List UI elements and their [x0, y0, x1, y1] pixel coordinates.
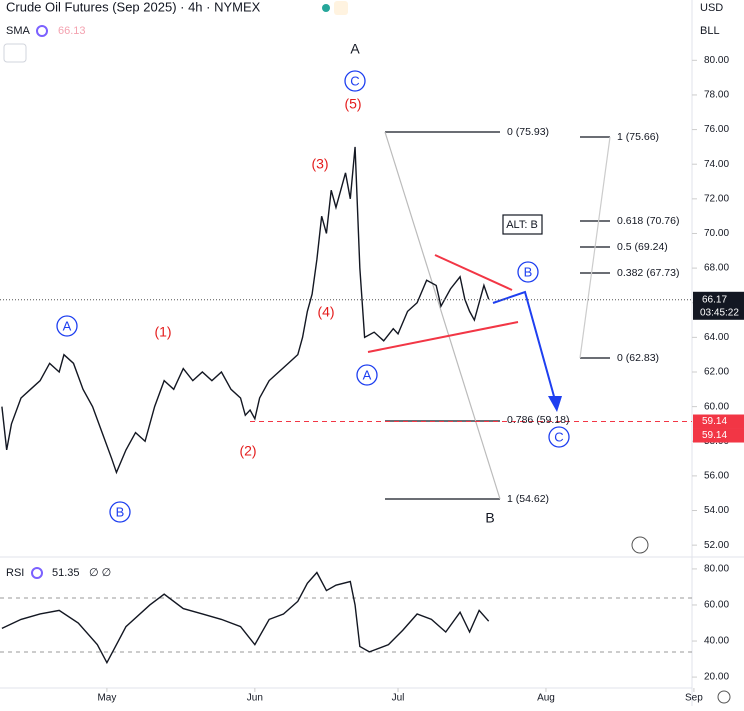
- replay-icon[interactable]: [631, 536, 649, 554]
- wave-circle: [344, 70, 366, 92]
- y-tick-label: 64.00: [704, 332, 729, 343]
- wave-label: (1): [154, 324, 171, 340]
- price-tag: [693, 291, 744, 320]
- y-tick-label: 62.00: [704, 367, 729, 378]
- countdown: 03:45:22: [700, 307, 739, 318]
- y-tick-label: 74.00: [704, 159, 729, 170]
- target-tag: [693, 428, 744, 443]
- x-tick-label: Jun: [247, 693, 263, 704]
- badge: [334, 1, 348, 15]
- wave-circle: [548, 426, 570, 448]
- rsi-icon: [31, 567, 43, 579]
- price-line: [1, 571, 490, 665]
- wave-label: (5): [344, 96, 361, 112]
- circled-label: B: [524, 264, 533, 279]
- fib-label: 0 (75.93): [507, 126, 549, 138]
- y-tick-label: 70.00: [704, 228, 729, 239]
- currency[interactable]: USD: [700, 2, 723, 14]
- fib-label: 1 (75.66): [617, 131, 659, 143]
- symbol-title: Crude Oil Futures (Sep 2025) · 4h · NYME…: [6, 0, 261, 14]
- y-tick-label: 20.00: [704, 672, 729, 683]
- projection-arrow: [492, 290, 556, 401]
- triangle-line: [434, 254, 513, 291]
- rsi-flags: ∅ ∅: [89, 567, 111, 579]
- target-tag-label: 59.14: [702, 416, 727, 427]
- rsi-title: RSI: [6, 567, 24, 579]
- status-dot: [322, 4, 330, 12]
- collapse-button[interactable]: [3, 43, 27, 63]
- settings-icon[interactable]: [717, 690, 731, 704]
- note-box: [502, 214, 543, 235]
- drawings: [367, 131, 611, 500]
- unit[interactable]: BLL: [700, 25, 720, 37]
- y-tick-label: 68.00: [704, 263, 729, 274]
- x-tick-label: Sep: [685, 693, 703, 704]
- circled-label: A: [363, 367, 372, 382]
- arrow-head: [548, 396, 562, 412]
- y-tick-label: 80.00: [704, 564, 729, 575]
- triangle-line: [367, 321, 519, 353]
- target-tag: [693, 414, 744, 429]
- y-tick-label: 60.00: [704, 600, 729, 611]
- wave-circle: [356, 364, 378, 386]
- y-tick-label: 80.00: [704, 55, 729, 66]
- indicator-value: 66.13: [58, 25, 86, 37]
- fib-label: 0 (62.83): [617, 352, 659, 364]
- y-tick-label: 52.00: [704, 540, 729, 551]
- y-tick-label: 76.00: [704, 124, 729, 135]
- target-tag-label: 59.14: [702, 430, 727, 441]
- x-tick-label: May: [97, 693, 116, 704]
- fib-label: 0.786 (59.18): [507, 414, 569, 426]
- price-line: [1, 146, 490, 475]
- wave-label: (2): [239, 443, 256, 459]
- y-tick-label: 60.00: [704, 401, 729, 412]
- fib-label: 0.618 (70.76): [617, 215, 679, 227]
- fib-label: 0.5 (69.24): [617, 241, 668, 253]
- wave-label: (4): [317, 304, 334, 320]
- indicator-icon: [36, 25, 48, 37]
- circled-label: B: [116, 504, 125, 519]
- plain-label: A: [350, 41, 360, 57]
- fib-trend: [579, 136, 611, 359]
- note: ALT: B: [506, 219, 538, 231]
- y-tick-label: 40.00: [704, 636, 729, 647]
- fib-trend: [384, 131, 501, 500]
- rsi-value: 51.35: [52, 567, 80, 579]
- y-tick-label: 78.00: [704, 90, 729, 101]
- wave-circle: [109, 501, 131, 523]
- circled-label: A: [63, 318, 72, 333]
- indicator-name: SMA: [6, 25, 31, 37]
- wave-circle: [517, 261, 539, 283]
- y-tick-label: 56.00: [704, 471, 729, 482]
- wave-circle: [56, 315, 78, 337]
- x-tick-label: Jul: [392, 693, 405, 704]
- circled-label: C: [554, 429, 563, 444]
- plain-label: B: [485, 510, 494, 526]
- fib-label: 1 (54.62): [507, 493, 549, 505]
- y-tick-label: 72.00: [704, 193, 729, 204]
- x-tick-label: Aug: [537, 693, 555, 704]
- circled-label: C: [350, 73, 359, 88]
- y-tick-label: 54.00: [704, 505, 729, 516]
- wave-label: (3): [311, 156, 328, 172]
- price-tag-label: 66.17: [702, 294, 727, 305]
- fib-label: 0.382 (67.73): [617, 267, 679, 279]
